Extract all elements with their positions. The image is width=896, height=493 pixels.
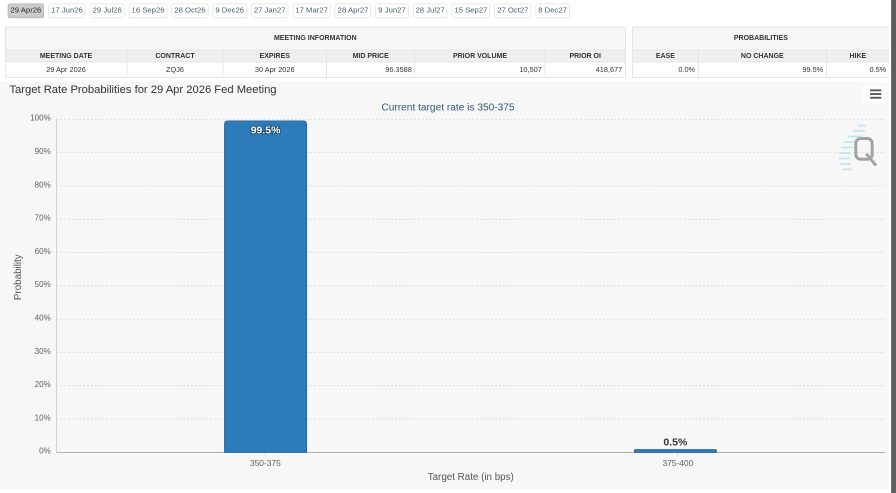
svg-text:0.5%: 0.5% xyxy=(663,437,688,449)
svg-text:99.5%: 99.5% xyxy=(251,125,281,137)
